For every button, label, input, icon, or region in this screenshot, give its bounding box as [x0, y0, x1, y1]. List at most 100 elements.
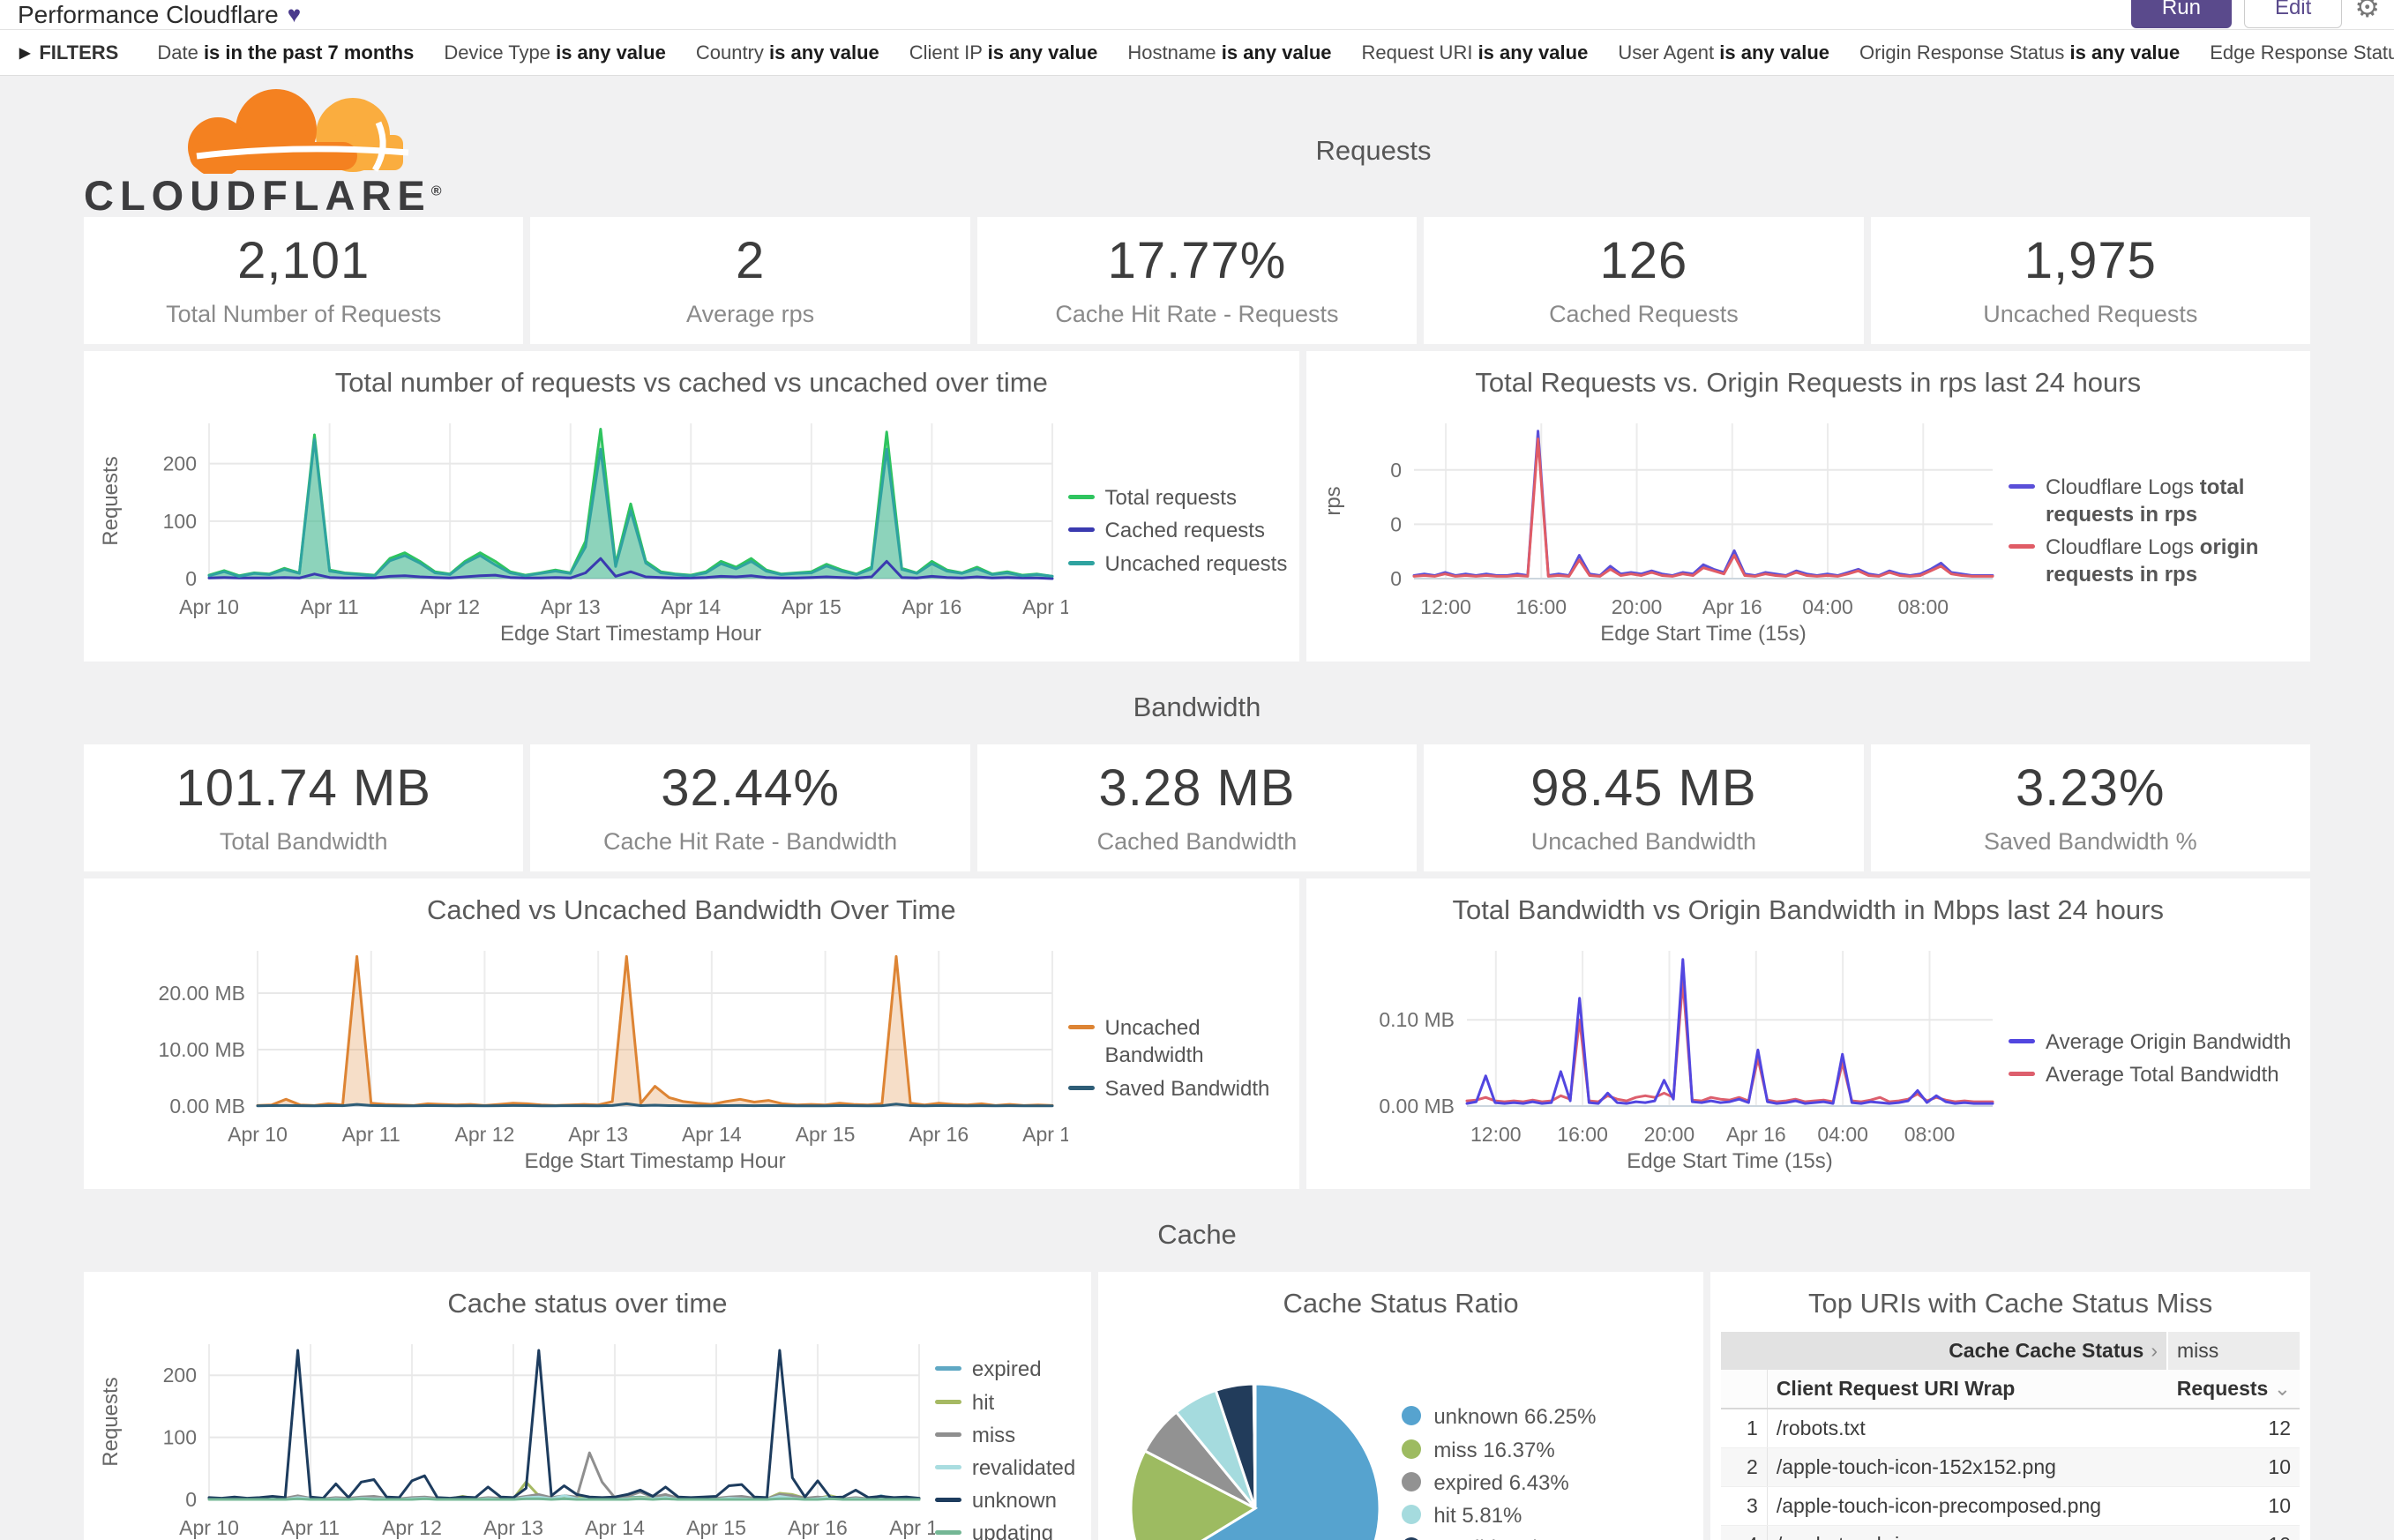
filter-item-origin-response-status[interactable]: Origin Response Status is any value [1859, 41, 2181, 64]
kpi-row-bandwidth: 101.74 MB Total Bandwidth 32.44% Cache H… [84, 744, 2310, 871]
svg-text:Edge Start Timestamp Hour: Edge Start Timestamp Hour [524, 1149, 785, 1173]
svg-text:rps: rps [1321, 486, 1345, 515]
svg-text:08:00: 08:00 [1904, 1123, 1955, 1146]
panel-cache-status-over-time[interactable]: Cache status over time Apr 10 Apr 11 Apr 1… [84, 1272, 1091, 1540]
legend-entry-average-origin-bandwidth[interactable]: Average Origin Bandwidth [2009, 1028, 2300, 1056]
filter-item-user-agent[interactable]: User Agent is any value [1618, 41, 1830, 64]
table-uri-column-header[interactable]: Client Request URI Wrap [1767, 1370, 2167, 1409]
chart-legend: Average Origin Bandwidth Average Total Ba… [2009, 1023, 2300, 1094]
legend-entry-miss[interactable]: miss 16.37% [1402, 1437, 1693, 1464]
edit-button[interactable]: Edit [2243, 0, 2343, 28]
legend-entry-unknown[interactable]: unknown 66.25% [1402, 1403, 1693, 1431]
legend-entry-average-total-bandwidth[interactable]: Average Total Bandwidth [2009, 1061, 2300, 1088]
svg-text:Apr 16: Apr 16 [788, 1516, 848, 1539]
chart-title: Total Bandwidth vs Origin Bandwidth in M… [1452, 894, 2164, 925]
svg-text:Apr 16: Apr 16 [909, 1123, 969, 1146]
legend-entry-miss[interactable]: miss [934, 1422, 1081, 1449]
legend-entry-cloudflare-logs-origin-requests-in-rps[interactable]: Cloudflare Logs origin requests in rps [2009, 534, 2300, 588]
svg-text:12:00: 12:00 [1470, 1123, 1522, 1146]
kpi-total-bandwidth: 101.74 MB Total Bandwidth [84, 744, 524, 871]
kpi-uncached-requests: 1,975 Uncached Requests [1870, 217, 2310, 344]
panel-bandwidth-over-time[interactable]: Cached vs Uncached Bandwidth Over Time A… [84, 878, 1299, 1189]
legend-line-icon [1067, 527, 1095, 533]
panel-rps-24h[interactable]: Total Requests vs. Origin Requests in rp… [1305, 351, 2310, 662]
legend-entry-revalidated[interactable]: revalidated [934, 1454, 1081, 1482]
table-requests-column-header[interactable]: Requests ⌄ [2167, 1370, 2300, 1409]
table-row[interactable]: 3/apple-touch-icon-precomposed.png 10 [1721, 1486, 2300, 1526]
legend-dot-icon [1402, 1505, 1422, 1524]
legend-entry-saved-bandwidth[interactable]: Saved Bandwidth [1067, 1075, 1289, 1103]
legend-entry-cached-requests[interactable]: Cached requests [1067, 517, 1289, 544]
filter-item-request-uri[interactable]: Request URI is any value [1361, 41, 1589, 64]
svg-text:Apr 11: Apr 11 [301, 595, 359, 618]
mbps-24h-chart: 12:00 16:00 20:00 Apr 16 04:00 08:00 0.00 MB 0.… [1317, 938, 2009, 1178]
svg-text:Apr 13: Apr 13 [568, 1123, 628, 1146]
run-button[interactable]: Run [2130, 0, 2232, 28]
svg-text:Apr 16: Apr 16 [1702, 595, 1762, 618]
svg-text:16:00: 16:00 [1557, 1123, 1608, 1146]
svg-text:20:00: 20:00 [1643, 1123, 1695, 1146]
bandwidth-over-time-chart: Apr 10 Apr 11 Apr 12 Apr 13 Apr 14 Apr 15 Apr … [94, 938, 1068, 1178]
table-row[interactable]: 2/apple-touch-icon-152x152.png 10 [1721, 1447, 2300, 1487]
filters-toggle[interactable]: ▶ FILTERS [19, 41, 118, 64]
legend-entry-uncached-bandwidth[interactable]: Uncached Bandwidth [1067, 1014, 1289, 1069]
svg-text:Edge Start Time (15s): Edge Start Time (15s) [1600, 622, 1806, 646]
legend-dot-icon [1402, 1406, 1422, 1426]
kpi-cached-bandwidth: 3.28 MB Cached Bandwidth [976, 744, 1418, 871]
svg-text:Apr 15: Apr 15 [796, 1123, 856, 1146]
filter-item-country[interactable]: Country is any value [695, 41, 879, 64]
legend-line-icon [2009, 483, 2035, 489]
legend-entry-cloudflare-logs-total-requests-in-rps[interactable]: Cloudflare Logs total requests in rps [2009, 474, 2300, 528]
svg-text:20:00: 20:00 [1611, 595, 1662, 618]
svg-text:Apr 15: Apr 15 [782, 595, 842, 618]
legend-entry-hit[interactable]: hit 5.81% [1402, 1502, 1693, 1529]
svg-text:Apr 14: Apr 14 [682, 1123, 742, 1146]
heart-icon: ♥ [287, 1, 302, 27]
rps-24h-chart: 12:00 16:00 20:00 Apr 16 04:00 08:00 0 0 0 rps Edg… [1317, 411, 2009, 651]
svg-text:Apr 12: Apr 12 [455, 1123, 515, 1146]
caret-right-icon: ▶ [19, 45, 31, 61]
svg-text:Apr 10: Apr 10 [179, 595, 239, 618]
legend-line-icon [934, 1498, 961, 1503]
filter-item-hostname[interactable]: Hostname is any value [1127, 41, 1332, 64]
page-title: Performance Cloudflare [18, 0, 279, 28]
svg-text:16:00: 16:00 [1515, 595, 1567, 618]
panel-top-uris-table[interactable]: Top URIs with Cache Status Miss Cache Ca… [1710, 1272, 2310, 1540]
svg-text:0: 0 [1390, 567, 1402, 590]
legend-entry-updating[interactable]: updating [934, 1520, 1081, 1540]
svg-text:04:00: 04:00 [1817, 1123, 1868, 1146]
legend-entry-expired[interactable]: expired [934, 1356, 1081, 1383]
svg-text:0.00 MB: 0.00 MB [169, 1095, 245, 1118]
panel-requests-over-time[interactable]: Total number of requests vs cached vs un… [84, 351, 1299, 662]
filter-bar: ▶ FILTERS Date is in the past 7 months De… [0, 30, 2394, 76]
kpi-saved-bandwidth-pct: 3.23% Saved Bandwidth % [1870, 744, 2310, 871]
panel-cache-status-ratio[interactable]: Cache Status Ratio unknown 66.25% miss 16… [1097, 1272, 1704, 1540]
chart-title: Cache status over time [447, 1288, 728, 1319]
gear-icon[interactable]: ⚙ [2354, 0, 2380, 23]
sort-down-icon: ⌄ [2273, 1377, 2291, 1400]
filter-item-date[interactable]: Date is in the past 7 months [157, 41, 415, 64]
filter-item-edge-response-status[interactable]: Edge Response Status is any value [2210, 41, 2394, 64]
legend-line-icon [1067, 1085, 1095, 1090]
panel-mbps-24h[interactable]: Total Bandwidth vs Origin Bandwidth in M… [1305, 878, 2310, 1189]
chart-title: Cache Status Ratio [1283, 1288, 1519, 1319]
cache-status-chart: Apr 10 Apr 11 Apr 12 Apr 13 Apr 14 Apr 15 Apr … [94, 1332, 935, 1540]
legend-entry-total-requests[interactable]: Total requests [1067, 484, 1289, 512]
svg-text:0: 0 [185, 1488, 197, 1511]
legend-entry-unknown[interactable]: unknown [934, 1487, 1081, 1514]
kpi-total-requests: 2,101 Total Number of Requests [84, 217, 524, 344]
legend-entry-revalidated[interactable]: revalidated 4.95% [1402, 1535, 1693, 1540]
svg-text:Apr 10: Apr 10 [228, 1123, 288, 1146]
legend-entry-uncached-requests[interactable]: Uncached requests [1067, 550, 1289, 578]
filter-item-client-ip[interactable]: Client IP is any value [909, 41, 1098, 64]
table-row[interactable]: 1/robots.txt 12 [1721, 1409, 2300, 1448]
svg-text:Apr 13: Apr 13 [541, 595, 601, 618]
legend-entry-hit[interactable]: hit [934, 1389, 1081, 1417]
legend-entry-expired[interactable]: expired 6.43% [1402, 1469, 1693, 1497]
svg-text:Apr 16: Apr 16 [902, 595, 962, 618]
table-index-header [1721, 1370, 1768, 1409]
cloudflare-cloud-icon [188, 89, 409, 177]
chevron-right-icon: › [2151, 1339, 2158, 1362]
filter-item-device-type[interactable]: Device Type is any value [444, 41, 666, 64]
